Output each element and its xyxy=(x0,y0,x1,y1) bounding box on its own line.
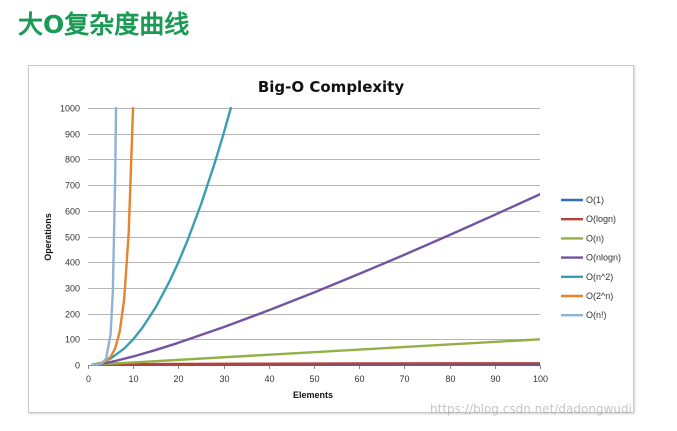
y-tick-label: 400 xyxy=(65,258,80,268)
y-tick-label: 700 xyxy=(65,181,80,191)
y-tick-label: 100 xyxy=(65,335,80,345)
y-axis-title: Operations xyxy=(43,213,53,261)
legend-label-o-logn: O(logn) xyxy=(586,214,616,224)
series-line-o-n xyxy=(91,338,540,366)
x-tick-label: 90 xyxy=(490,374,500,384)
legend-label-o-n: O(n) xyxy=(586,233,604,243)
x-tick-label: 70 xyxy=(399,374,409,384)
series-line-o-logn xyxy=(91,362,540,366)
y-tick-label: 200 xyxy=(65,310,80,320)
legend-label-o-n: O(n!) xyxy=(586,310,607,320)
y-tick-label: 1000 xyxy=(60,104,80,114)
legend-label-o-2-n: O(2^n) xyxy=(586,291,613,301)
x-tick-label: 80 xyxy=(445,374,455,384)
page-heading: 大O复杂度曲线 xyxy=(18,10,190,39)
chart-title: Big-O Complexity xyxy=(258,78,404,96)
legend-label-o-1: O(1) xyxy=(586,195,604,205)
x-axis-title: Elements xyxy=(293,390,333,400)
chart-svg: Big-O Complexity 01002003004005006007008… xyxy=(43,78,621,400)
legend-label-o-nlogn: O(nlogn) xyxy=(586,253,621,263)
series-line-o-n xyxy=(91,107,118,366)
x-tick-label: 40 xyxy=(264,374,274,384)
series-line-o-n-2 xyxy=(91,107,233,366)
x-tick-label: 100 xyxy=(533,374,548,384)
y-tick-label: 300 xyxy=(65,284,80,294)
y-tick-label: 800 xyxy=(65,155,80,165)
y-tick-label: 500 xyxy=(65,233,80,243)
series-line-o-nlogn xyxy=(91,193,540,366)
x-tick-label: 20 xyxy=(173,374,183,384)
y-tick-label: 600 xyxy=(65,207,80,217)
y-tick-label: 0 xyxy=(75,361,80,371)
legend-label-o-n-2: O(n^2) xyxy=(586,272,613,282)
x-tick-label: 0 xyxy=(86,374,91,384)
x-tick-label: 10 xyxy=(128,374,138,384)
y-tick-label: 900 xyxy=(65,130,80,140)
x-tick-label: 60 xyxy=(354,374,364,384)
x-tick-label: 50 xyxy=(309,374,319,384)
watermark-text: https://blog.csdn.net/dadongwudi xyxy=(430,402,632,416)
x-tick-label: 30 xyxy=(219,374,229,384)
chart-container: Big-O Complexity 0 100 200 300 400 500 600 700 8… xyxy=(28,65,634,413)
